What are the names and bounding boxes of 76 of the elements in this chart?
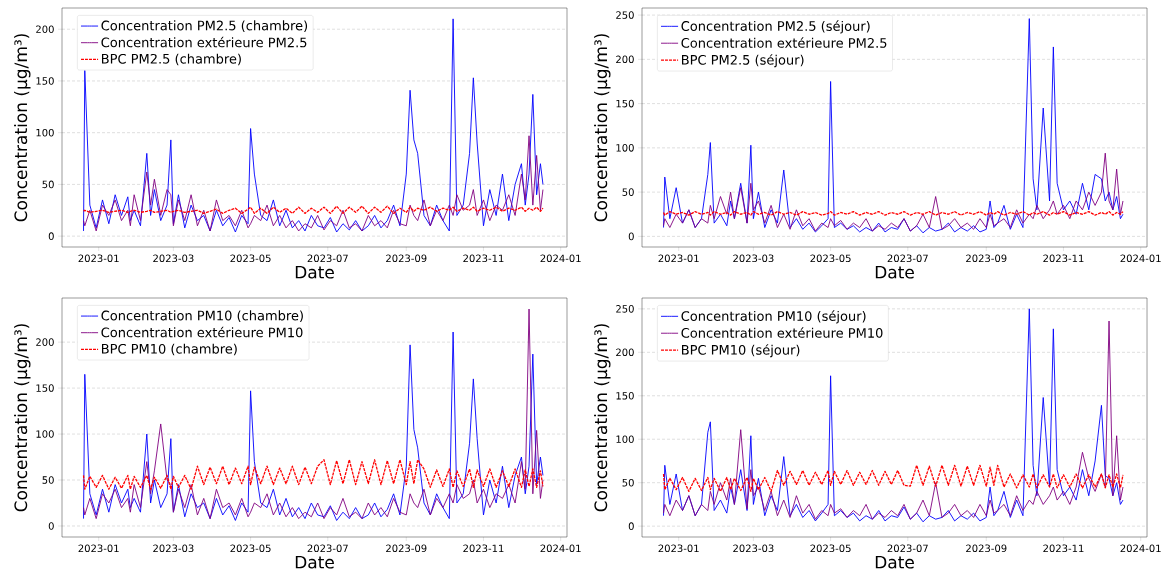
x-tick-label: 2023-11 <box>1043 254 1084 263</box>
x-tick-label: 2023-11 <box>463 254 504 263</box>
line-series <box>662 464 1124 493</box>
x-tick-label: 2023-07 <box>887 254 928 263</box>
legend-label: BPC PM2.5 (chambre) <box>101 53 241 66</box>
y-tick-label: 200 <box>616 55 634 64</box>
y-tick-label: 250 <box>616 11 634 19</box>
legend-label: Concentration extérieure PM10 <box>681 327 883 338</box>
legend-label: Concentration extérieure PM10 <box>101 326 303 338</box>
legend-label: Concentration PM10 (séjour) <box>681 310 866 324</box>
y-tick-label: 0 <box>628 232 634 241</box>
x-tick-label: 2023-01 <box>658 254 699 263</box>
x-tick-label: 2023-01 <box>78 544 119 553</box>
y-tick-label: 100 <box>36 128 54 137</box>
x-tick-label: 2023-07 <box>887 544 928 553</box>
x-tick-label: 2023-11 <box>463 544 504 553</box>
legend-label: BPC PM10 (chambre) <box>101 343 237 356</box>
y-tick-label: 50 <box>42 180 54 189</box>
legend-label: Concentration extérieure PM2.5 <box>101 36 307 48</box>
line-series <box>83 18 544 233</box>
x-axis-title: Date <box>875 265 914 279</box>
y-tick-label: 0 <box>628 522 634 530</box>
line-series <box>663 152 1124 232</box>
legend-label: BPC PM2.5 (séjour) <box>682 54 804 68</box>
legend-label: Concentration PM2.5 (séjour) <box>681 20 870 34</box>
y-axis-title: Concentration (µg/m³) <box>594 324 611 512</box>
x-tick-label: 2023-03 <box>153 544 194 553</box>
y-axis-title: Concentration (µg/m³) <box>14 324 31 512</box>
y-tick-label: 50 <box>42 476 54 484</box>
y-axis-title: Concentration (µg/m³) <box>14 34 31 222</box>
x-tick-label: 2023-11 <box>1043 544 1084 553</box>
x-tick-label: 2024-01 <box>1120 254 1161 263</box>
x-tick-label: 2023-09 <box>966 544 1007 553</box>
y-tick-label: 50 <box>622 478 634 487</box>
x-tick-label: 2023-09 <box>386 544 427 553</box>
y-tick-label: 200 <box>36 338 54 346</box>
line-series <box>83 135 544 232</box>
x-axis-title: Date <box>295 265 334 279</box>
x-tick-label: 2023-09 <box>386 254 427 263</box>
y-tick-label: 0 <box>48 232 54 240</box>
x-tick-label: 2023-03 <box>153 254 194 263</box>
x-tick-label: 2023-07 <box>307 544 348 553</box>
y-tick-label: 150 <box>616 99 634 108</box>
line-series <box>663 18 1124 234</box>
x-tick-label: 2023-03 <box>733 254 774 263</box>
x-tick-label: 2023-03 <box>733 544 774 553</box>
x-tick-label: 2024-01 <box>540 254 581 263</box>
y-tick-label: 250 <box>616 305 634 313</box>
y-tick-label: 100 <box>616 144 634 152</box>
y-tick-label: 150 <box>36 384 54 392</box>
x-tick-label: 2023-05 <box>230 254 271 263</box>
y-tick-label: 50 <box>622 188 634 196</box>
legend-label: BPC PM10 (séjour) <box>682 344 800 358</box>
y-tick-label: 0 <box>48 522 54 530</box>
x-tick-label: 2023-01 <box>78 254 119 263</box>
y-tick-label: 200 <box>616 348 634 357</box>
y-tick-label: 100 <box>36 430 54 438</box>
x-tick-label: 2023-07 <box>307 254 348 263</box>
line-series <box>82 459 544 490</box>
x-tick-label: 2023-05 <box>810 254 851 263</box>
legend-label: Concentration extérieure PM2.5 <box>681 37 887 48</box>
x-axis-title: Date <box>295 555 334 569</box>
y-tick-label: 100 <box>616 435 634 444</box>
y-tick-label: 150 <box>616 391 634 400</box>
y-axis-title: Concentration (µg/m³) <box>594 34 611 222</box>
x-tick-label: 2024-01 <box>540 544 581 553</box>
x-tick-label: 2023-05 <box>230 544 271 553</box>
y-tick-label: 200 <box>36 25 54 33</box>
y-tick-label: 150 <box>36 77 54 85</box>
x-tick-label: 2024-01 <box>1120 544 1161 553</box>
legend-label: Concentration PM2.5 (chambre) <box>101 20 308 32</box>
legend-label: Concentration PM10 (chambre) <box>101 310 303 322</box>
x-axis-title: Date <box>875 555 914 569</box>
x-tick-label: 2023-09 <box>966 254 1007 263</box>
x-tick-label: 2023-05 <box>810 544 851 553</box>
x-tick-label: 2023-01 <box>658 544 699 553</box>
